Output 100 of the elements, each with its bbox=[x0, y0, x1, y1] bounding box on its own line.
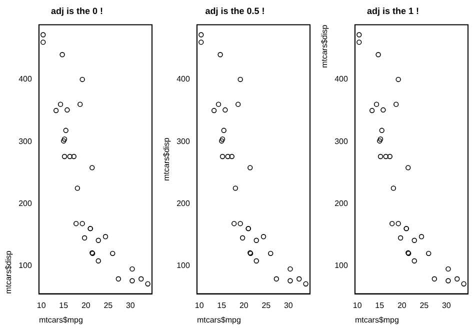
point bbox=[222, 107, 228, 113]
point bbox=[58, 102, 64, 107]
point bbox=[378, 136, 384, 142]
point bbox=[303, 281, 308, 286]
chart-title: adj is the 1 ! bbox=[366, 6, 420, 16]
x-tick-label: 10 bbox=[36, 300, 46, 310]
point bbox=[238, 76, 243, 82]
point bbox=[80, 76, 85, 82]
y-tick-label: 300 bbox=[176, 136, 190, 146]
point bbox=[198, 32, 204, 38]
point bbox=[254, 258, 259, 264]
point bbox=[229, 154, 234, 160]
x-tick-label: 15 bbox=[217, 300, 227, 310]
point bbox=[221, 128, 226, 134]
point bbox=[216, 102, 222, 107]
y-tick-label: 300 bbox=[334, 136, 348, 146]
y-tick-label: 100 bbox=[18, 261, 32, 270]
chart-title: adj is the 0.5 ! bbox=[205, 6, 265, 16]
x-tick-label: 15 bbox=[375, 300, 385, 310]
point bbox=[220, 154, 226, 160]
y-tick-label: 200 bbox=[18, 198, 32, 208]
point bbox=[130, 278, 135, 284]
x-tick-label: 25 bbox=[104, 300, 114, 310]
point bbox=[454, 276, 460, 282]
point bbox=[96, 258, 101, 264]
point bbox=[82, 235, 88, 240]
y-tick-label: 400 bbox=[18, 74, 32, 84]
point bbox=[248, 165, 253, 170]
x-tick-label: 20 bbox=[239, 300, 249, 310]
x-tick-label: 20 bbox=[397, 300, 407, 310]
point bbox=[461, 281, 466, 286]
x-tick-label: 10 bbox=[352, 300, 362, 310]
point bbox=[377, 138, 382, 144]
point bbox=[116, 276, 122, 282]
x-tick-label: 30 bbox=[126, 300, 136, 310]
point bbox=[412, 238, 417, 243]
y-tick-label: 400 bbox=[176, 74, 190, 84]
point bbox=[394, 102, 399, 107]
point bbox=[412, 258, 417, 264]
point bbox=[369, 108, 375, 114]
point bbox=[62, 154, 68, 160]
point bbox=[379, 128, 384, 134]
point bbox=[376, 52, 381, 58]
point bbox=[380, 107, 386, 113]
point bbox=[110, 250, 116, 256]
point bbox=[63, 128, 68, 134]
point bbox=[296, 276, 302, 282]
point bbox=[356, 40, 362, 45]
point bbox=[145, 281, 150, 286]
y-axis-title: mtcars$disp bbox=[320, 24, 330, 68]
point bbox=[225, 154, 230, 160]
x-axis-title: mtcars$mpg bbox=[354, 315, 399, 324]
point bbox=[390, 186, 396, 191]
point bbox=[254, 238, 259, 243]
y-axis-title: mtcars$disp bbox=[4, 250, 14, 294]
point bbox=[374, 102, 380, 107]
point bbox=[446, 278, 451, 284]
point bbox=[426, 250, 432, 256]
point bbox=[73, 221, 79, 226]
x-tick-label: 25 bbox=[262, 300, 272, 310]
point bbox=[67, 154, 72, 160]
point bbox=[62, 136, 68, 142]
point bbox=[383, 154, 388, 160]
point bbox=[398, 235, 404, 240]
point bbox=[389, 221, 395, 226]
point bbox=[64, 107, 70, 113]
point bbox=[198, 40, 204, 45]
point bbox=[260, 234, 266, 240]
point bbox=[387, 154, 392, 160]
y-axis-title: mtcars$disp bbox=[162, 137, 172, 181]
point bbox=[418, 234, 424, 240]
point bbox=[71, 154, 76, 160]
point bbox=[446, 266, 451, 272]
point bbox=[60, 52, 65, 58]
x-tick-label: 20 bbox=[81, 300, 91, 310]
x-axis-title: mtcars$mpg bbox=[196, 315, 241, 324]
point bbox=[236, 102, 241, 107]
point bbox=[220, 136, 226, 142]
x-axis-title: mtcars$mpg bbox=[38, 315, 83, 324]
point bbox=[53, 108, 59, 114]
x-tick-label: 10 bbox=[194, 300, 204, 310]
y-tick-label: 200 bbox=[334, 198, 348, 208]
x-tick-label: 25 bbox=[420, 300, 430, 310]
y-tick-label: 100 bbox=[176, 261, 190, 270]
chart-title: adj is the 0 ! bbox=[50, 6, 104, 16]
x-tick-label: 30 bbox=[284, 300, 294, 310]
x-tick-label: 15 bbox=[59, 300, 69, 310]
point bbox=[102, 234, 108, 240]
point bbox=[218, 52, 223, 58]
point bbox=[40, 40, 46, 45]
x-tick-label: 30 bbox=[442, 300, 452, 310]
point bbox=[396, 221, 401, 226]
point bbox=[432, 276, 438, 282]
point bbox=[80, 221, 85, 226]
point bbox=[232, 186, 238, 191]
point bbox=[378, 154, 384, 160]
point bbox=[40, 32, 46, 38]
point bbox=[288, 278, 293, 284]
point bbox=[406, 165, 411, 170]
point bbox=[288, 266, 293, 272]
